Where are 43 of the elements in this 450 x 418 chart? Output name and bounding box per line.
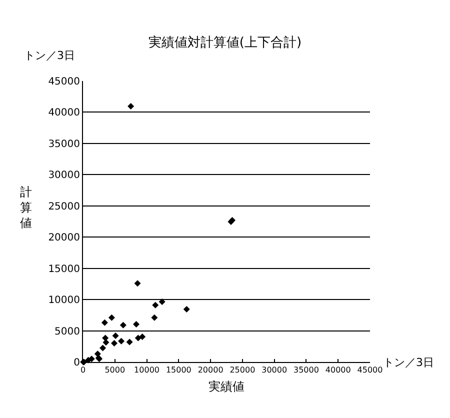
point bbox=[151, 314, 158, 321]
y-tick-label: 45000 bbox=[48, 76, 80, 88]
point bbox=[112, 332, 119, 340]
point bbox=[88, 356, 95, 362]
x-tick-label: 45000 bbox=[357, 366, 383, 375]
y-tick-label: 35000 bbox=[48, 138, 80, 150]
point bbox=[128, 103, 134, 110]
point bbox=[100, 344, 106, 352]
y-tick-label: 30000 bbox=[48, 170, 80, 182]
x-tick-label: 20000 bbox=[198, 366, 224, 375]
point bbox=[102, 339, 110, 346]
point bbox=[126, 338, 133, 346]
x-tick-label: 30000 bbox=[262, 366, 288, 375]
point bbox=[152, 302, 159, 308]
point bbox=[108, 314, 115, 321]
text: トン／3日 bbox=[24, 49, 75, 62]
x-axis-title: 実績値 bbox=[208, 380, 244, 394]
x-tick-label: 40000 bbox=[325, 366, 351, 375]
point bbox=[134, 280, 141, 287]
x-tick-label: 5000 bbox=[104, 366, 126, 375]
y-tick-label: 25000 bbox=[48, 201, 80, 212]
y-tick-label: 40000 bbox=[48, 108, 80, 119]
point bbox=[111, 340, 118, 347]
y-tick-label: 20000 bbox=[48, 232, 80, 244]
point bbox=[133, 320, 140, 328]
x-tick-label: 35000 bbox=[293, 366, 319, 375]
x-tick-label: 10000 bbox=[134, 366, 160, 375]
point bbox=[101, 319, 108, 326]
x-tick-label: 0 bbox=[80, 366, 86, 375]
x-tick-label: 25000 bbox=[230, 366, 256, 375]
x-tick-label: 15000 bbox=[166, 366, 192, 375]
point bbox=[120, 322, 126, 328]
y-tick-label: 5000 bbox=[54, 326, 80, 338]
point bbox=[158, 298, 166, 305]
chart-title: 実績値対計算値(上下合計) bbox=[148, 34, 302, 50]
y-tick-label: 10000 bbox=[48, 295, 80, 306]
point bbox=[183, 306, 190, 312]
point bbox=[118, 338, 125, 344]
y-axis-title: 計算値 bbox=[20, 185, 32, 230]
point bbox=[139, 333, 146, 340]
point bbox=[102, 334, 109, 342]
y-tick-label: 15000 bbox=[48, 264, 80, 275]
text: トン／3日 bbox=[383, 356, 434, 369]
